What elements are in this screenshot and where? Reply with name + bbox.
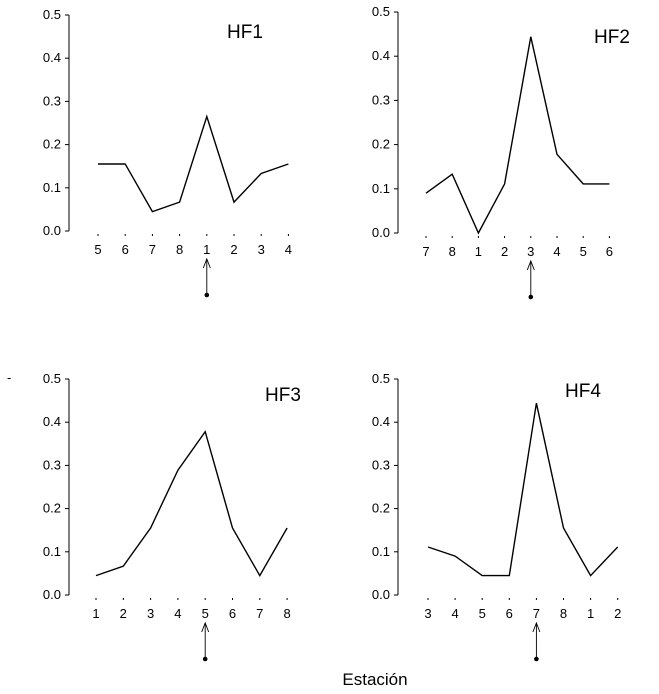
x-tick-label: 6 <box>606 244 613 259</box>
x-tick-label: 3 <box>147 606 154 621</box>
x-tick-label: 2 <box>230 242 237 257</box>
y-tick-label: 0.2 <box>43 501 61 516</box>
y-tick-label: 0.1 <box>372 544 390 559</box>
series-line <box>98 114 289 213</box>
y-tick-label: 0.3 <box>43 93 61 108</box>
chart-panel-4: 0.0 0.1 0.2 0.3 0.4 0.5 3 4 5 6 7 8 1 2 HF4 <box>372 371 621 662</box>
station-arrow-icon <box>532 621 541 662</box>
y-tick-label: 0.4 <box>43 414 61 429</box>
chart-panel-2: 0.0 0.1 0.2 0.3 0.4 0.5 7 8 1 2 3 4 5 6 HF2 <box>372 4 630 300</box>
y-tick-label: 0.2 <box>43 137 61 152</box>
series-line <box>95 430 288 578</box>
x-tick-label: 4 <box>174 606 181 621</box>
y-tick-label: 0.2 <box>372 501 390 516</box>
y-tick-label: 0.5 <box>43 7 61 22</box>
x-tick-label: 8 <box>176 242 183 257</box>
arrow-head <box>202 257 211 269</box>
x-tick-label: 7 <box>256 606 263 621</box>
panel-title: HF1 <box>227 22 263 43</box>
y-tick-label: 0.0 <box>372 587 390 602</box>
arrow-head <box>526 259 535 271</box>
x-tick-label: 8 <box>283 606 290 621</box>
station-arrow-icon <box>201 621 210 662</box>
y-tick-label: 0.0 <box>372 225 390 240</box>
x-tick-label: 8 <box>449 244 456 259</box>
x-tick-label: 6 <box>506 606 513 621</box>
x-axis-label: Estación <box>342 670 407 689</box>
y-tick-label: 0.5 <box>372 4 390 19</box>
station-arrow-icon <box>202 257 211 298</box>
y-tick-label: 0.1 <box>372 181 390 196</box>
x-tick-label: 3 <box>424 606 431 621</box>
arrow-dot <box>202 656 208 662</box>
chart-panel-3: 0.0 0.1 0.2 0.3 0.4 0.5 1 2 3 4 5 6 7 8 HF3 <box>43 371 301 662</box>
x-tick-label: 5 <box>479 606 486 621</box>
panel-title: HF2 <box>594 27 630 48</box>
x-tick-label: 1 <box>92 606 99 621</box>
arrow-dot <box>528 294 534 300</box>
station-arrow-icon <box>526 259 535 300</box>
y-tick-label: 0.1 <box>43 544 61 559</box>
x-tick-label: 6 <box>122 242 129 257</box>
panels: 0.00.10.20.30.40.55 6 7 8 1 2 3 4HF10.00.10.20.… <box>43 4 630 662</box>
y-tick-label: 0.0 <box>43 587 61 602</box>
x-tick-label: 4 <box>553 244 560 259</box>
x-tick-label: 2 <box>501 244 508 259</box>
arrow-head <box>532 621 541 633</box>
chart-panel-1: 0.0 0.1 0.2 0.3 0.4 0.5 5 6 7 8 1 2 3 4 HF1 <box>43 7 292 298</box>
x-tick-label: 5 <box>202 606 209 621</box>
panel-title: HF3 <box>265 385 301 406</box>
x-tick-label: 7 <box>422 244 429 259</box>
y-tick-label: 0.3 <box>372 457 390 472</box>
x-tick-label: 2 <box>120 606 127 621</box>
stray-mark: - <box>7 370 11 385</box>
y-tick-label: 0.5 <box>43 371 61 386</box>
x-tick-label: 1 <box>203 242 210 257</box>
arrow-head <box>201 621 210 633</box>
x-tick-label: 2 <box>614 606 621 621</box>
x-tick-label: 4 <box>451 606 458 621</box>
x-tick-label: 1 <box>475 244 482 259</box>
panel-title: HF4 <box>565 381 601 402</box>
x-tick-label: 4 <box>285 242 292 257</box>
x-tick-label: 6 <box>229 606 236 621</box>
x-tick-label: 7 <box>533 606 540 621</box>
x-tick-label: 3 <box>527 244 534 259</box>
y-tick-label: 0.4 <box>372 414 390 429</box>
x-tick-label: 7 <box>149 242 156 257</box>
arrow-dot <box>204 292 210 298</box>
x-tick-label: 5 <box>580 244 587 259</box>
x-tick-label: 5 <box>94 242 101 257</box>
y-tick-label: 0.4 <box>43 50 61 65</box>
y-tick-label: 0.1 <box>43 180 61 195</box>
x-tick-label: 3 <box>258 242 265 257</box>
y-tick-label: 0.2 <box>372 137 390 152</box>
y-tick-label: 0.4 <box>372 48 390 63</box>
y-tick-label: 0.5 <box>372 371 390 386</box>
series-line <box>427 403 619 577</box>
x-tick-label: 8 <box>560 606 567 621</box>
y-tick-label: 0.3 <box>372 92 390 107</box>
y-tick-label: 0.3 <box>43 457 61 472</box>
arrow-dot <box>534 656 539 662</box>
series-line <box>425 36 610 235</box>
y-tick-label: 0.0 <box>43 223 61 238</box>
x-tick-label: 1 <box>587 606 594 621</box>
